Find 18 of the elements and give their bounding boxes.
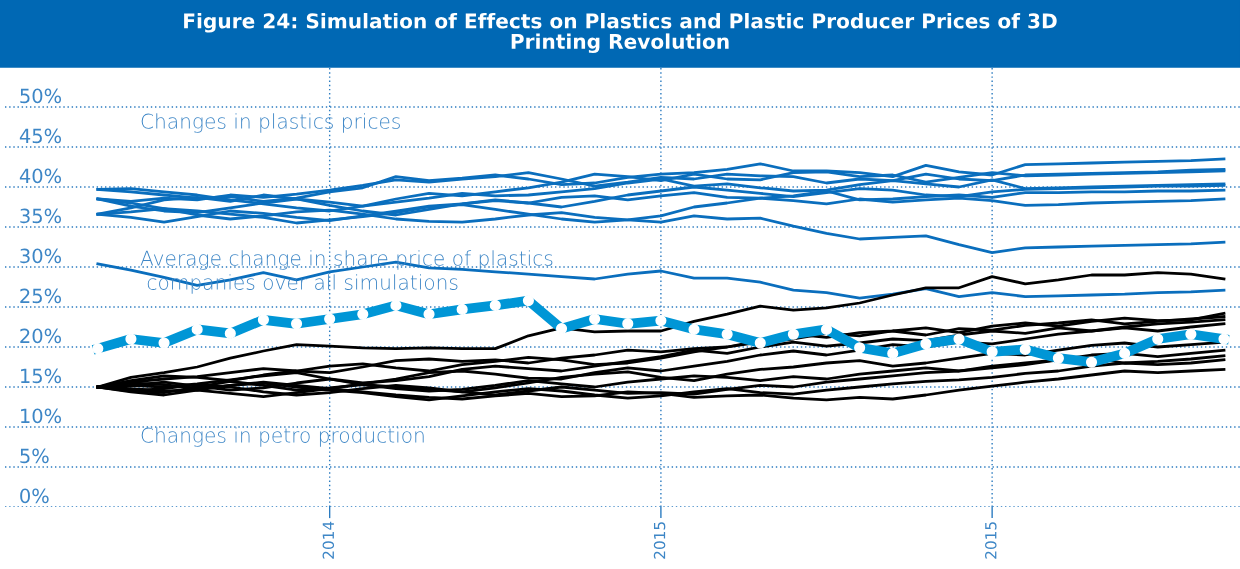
y-tick-label: 0%: [20, 488, 49, 504]
y-tick-label: 10%: [21, 408, 62, 424]
y-tick-label: 35%: [20, 208, 62, 224]
x-tick-label: 2015: [653, 522, 666, 559]
y-tick-label: 20%: [20, 328, 62, 344]
annotation: Changes in petro production: [141, 427, 424, 447]
chart-title: Figure 24: Simulation of Effects on Plastics and Plastic Producer Prices of 3D Printing Revolution: [184, 12, 1057, 54]
x-tick-label: 2015: [985, 522, 997, 559]
annotation: Changes in plastics prices: [141, 113, 400, 133]
y-tick-label: 50%: [20, 88, 62, 104]
y-tick-label: 40%: [19, 168, 62, 184]
y-tick-label: 30%: [20, 248, 62, 264]
y-tick-label: 45%: [19, 128, 62, 144]
x-tick-label: 2014: [322, 521, 335, 559]
y-tick-label: 25%: [20, 288, 62, 304]
y-tick-label: 15%: [21, 368, 62, 384]
annotation: Average change in share price of plastics companies over all simulations: [140, 250, 553, 294]
y-tick-label: 5%: [20, 448, 49, 464]
